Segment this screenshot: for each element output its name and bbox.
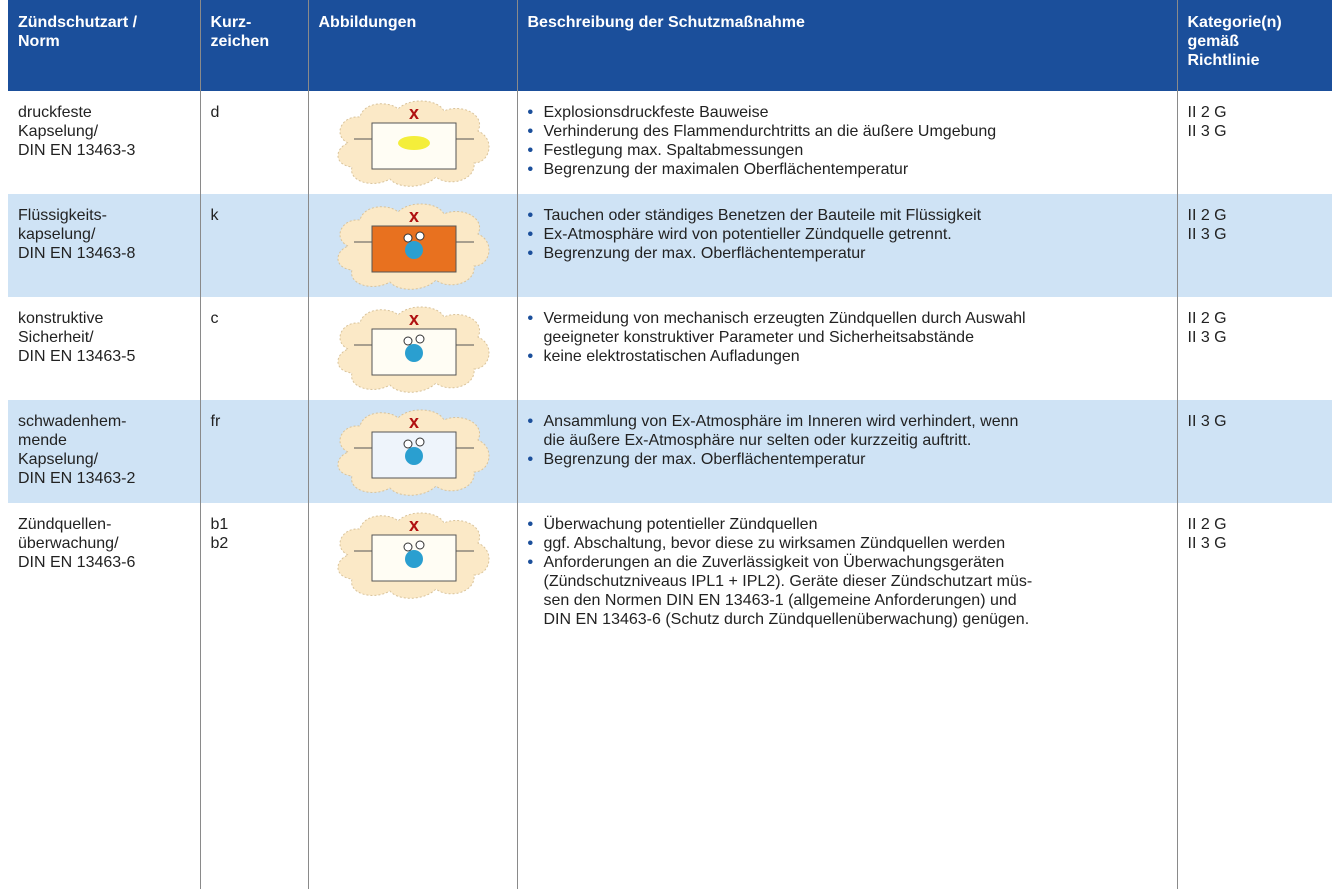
- norm-cell: Zündquellen- überwachung/ DIN EN 13463-6: [18, 516, 136, 571]
- header-cell: Kategorie(n) gemäß Richtlinie: [1176, 0, 1332, 91]
- image-cell: x: [307, 297, 517, 400]
- illustration: x: [337, 306, 489, 393]
- protection-table: Zündschutzart / Norm Kurz- zeichen Abbildu…: [8, 0, 1332, 889]
- illustration: x: [337, 512, 489, 599]
- bullet-item: Verhinderung des Flammendurchtritts an d…: [528, 122, 1167, 141]
- bullet-item: keine elektrostatischen Aufladungen: [528, 347, 1167, 366]
- table-row: konstruktive Sicherheit/ DIN EN 13463-5 c…: [8, 297, 1332, 400]
- image-cell: x: [307, 194, 517, 297]
- table-row: Zündquellen- überwachung/ DIN EN 13463-6…: [8, 503, 1332, 889]
- header-cell: Zündschutzart / Norm: [8, 0, 200, 91]
- table-row: Flüssigkeits- kapselung/ DIN EN 13463-8 k…: [8, 194, 1332, 297]
- table-row: schwadenhem- mende Kapselung/ DIN EN 134…: [8, 400, 1332, 503]
- svg-text:x: x: [408, 515, 418, 535]
- bullet-item: Tauchen oder ständiges Benetzen der Baut…: [528, 206, 1167, 225]
- illustration: x: [337, 100, 489, 187]
- code-cell: b1 b2: [199, 503, 308, 889]
- bullet-item: ggf. Abschaltung, bevor diese zu wirksam…: [528, 534, 1167, 553]
- category-cell: II 2 G II 3 G: [1176, 91, 1332, 194]
- norm-cell: druckfeste Kapselung/ DIN EN 13463-3: [18, 104, 136, 159]
- bullet-item: Begrenzung der max. Oberflächentemperatu…: [528, 450, 1167, 469]
- header-cell: Beschreibung der Schutzmaßnahme: [516, 0, 1177, 91]
- svg-text:x: x: [408, 103, 418, 123]
- description-cell: Vermeidung von mechanisch erzeugten Zünd…: [516, 297, 1177, 400]
- svg-text:x: x: [408, 206, 418, 226]
- category-cell: II 2 G II 3 G: [1176, 297, 1332, 400]
- bullet-item: Ex-Atmosphäre wird von potentieller Zünd…: [528, 225, 1167, 244]
- code-cell: fr: [199, 400, 308, 503]
- category-cell: II 3 G: [1176, 400, 1332, 503]
- bullet-list: Tauchen oder ständiges Benetzen der Baut…: [528, 206, 1167, 263]
- description-cell: Überwachung potentieller Zündquellenggf.…: [516, 503, 1177, 889]
- code-cell: c: [199, 297, 308, 400]
- category-cell: II 2 G II 3 G: [1176, 194, 1332, 297]
- header-cell: Abbildungen: [307, 0, 517, 91]
- bullet-item: Ansammlung von Ex-Atmosphäre im Inneren …: [528, 412, 1167, 450]
- svg-text:x: x: [408, 309, 418, 329]
- description-cell: Explosionsdruckfeste BauweiseVerhinderun…: [516, 91, 1177, 194]
- bullet-item: Begrenzung der maximalen Oberflächentemp…: [528, 160, 1167, 179]
- table-row: druckfeste Kapselung/ DIN EN 13463-3 d x Ex…: [8, 91, 1332, 194]
- bullet-list: Vermeidung von mechanisch erzeugten Zünd…: [528, 309, 1167, 366]
- bullet-item: Festlegung max. Spaltabmessungen: [528, 141, 1167, 160]
- bullet-list: Ansammlung von Ex-Atmosphäre im Inneren …: [528, 412, 1167, 469]
- svg-text:x: x: [408, 412, 418, 432]
- illustration: x: [337, 409, 489, 496]
- bullet-item: Begrenzung der max. Oberflächentemperatu…: [528, 244, 1167, 263]
- bullet-item: Anforderungen an die Zuverlässigkeit von…: [528, 553, 1167, 629]
- header-row: Zündschutzart / Norm Kurz- zeichen Abbildu…: [8, 0, 1332, 91]
- norm-cell: Flüssigkeits- kapselung/ DIN EN 13463-8: [8, 194, 200, 297]
- bullet-item: Explosionsdruckfeste Bauweise: [528, 103, 1167, 122]
- table-body: druckfeste Kapselung/ DIN EN 13463-3 d x Ex…: [8, 91, 1332, 889]
- header-cell: Kurz- zeichen: [199, 0, 308, 91]
- bullet-list: Überwachung potentieller Zündquellenggf.…: [528, 515, 1167, 629]
- image-cell: x: [307, 503, 517, 889]
- norm-cell: konstruktive Sicherheit/ DIN EN 13463-5: [18, 310, 136, 365]
- description-cell: Ansammlung von Ex-Atmosphäre im Inneren …: [516, 400, 1177, 503]
- bullet-item: Vermeidung von mechanisch erzeugten Zünd…: [528, 309, 1167, 347]
- bullet-list: Explosionsdruckfeste BauweiseVerhinderun…: [528, 103, 1167, 179]
- code-cell: d: [199, 91, 308, 194]
- norm-cell: schwadenhem- mende Kapselung/ DIN EN 134…: [8, 400, 200, 503]
- illustration: x: [337, 203, 489, 290]
- image-cell: x: [307, 91, 517, 194]
- description-cell: Tauchen oder ständiges Benetzen der Baut…: [516, 194, 1177, 297]
- bullet-item: Überwachung potentieller Zündquellen: [528, 515, 1167, 534]
- image-cell: x: [307, 400, 517, 503]
- category-cell: II 2 G II 3 G: [1176, 503, 1332, 889]
- code-cell: k: [199, 194, 308, 297]
